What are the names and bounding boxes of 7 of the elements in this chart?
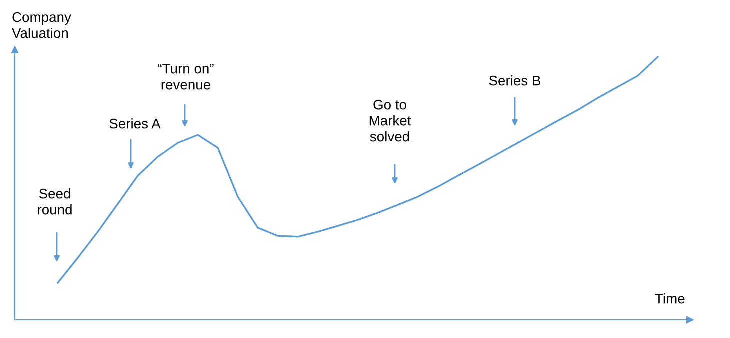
annotation: Seed round: [38, 188, 72, 215]
annotation: Go to Market solved: [370, 100, 412, 142]
annotation: “Turn on” revenue: [158, 64, 214, 90]
y-axis-title: Company Valuation: [12, 12, 72, 38]
x-axis-title: Time: [655, 294, 685, 304]
annotation: Series A: [110, 118, 161, 129]
annotation: Series B: [489, 76, 541, 86]
